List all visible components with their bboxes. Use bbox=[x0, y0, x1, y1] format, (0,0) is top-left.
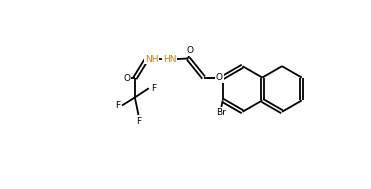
Text: F: F bbox=[136, 117, 141, 126]
Text: F: F bbox=[115, 101, 120, 110]
Text: NH: NH bbox=[145, 55, 158, 64]
Text: O: O bbox=[123, 74, 130, 83]
Text: O: O bbox=[216, 73, 223, 82]
Text: HN: HN bbox=[163, 55, 177, 64]
Text: Br: Br bbox=[216, 108, 226, 117]
Text: F: F bbox=[151, 84, 156, 93]
Text: O: O bbox=[186, 46, 193, 55]
